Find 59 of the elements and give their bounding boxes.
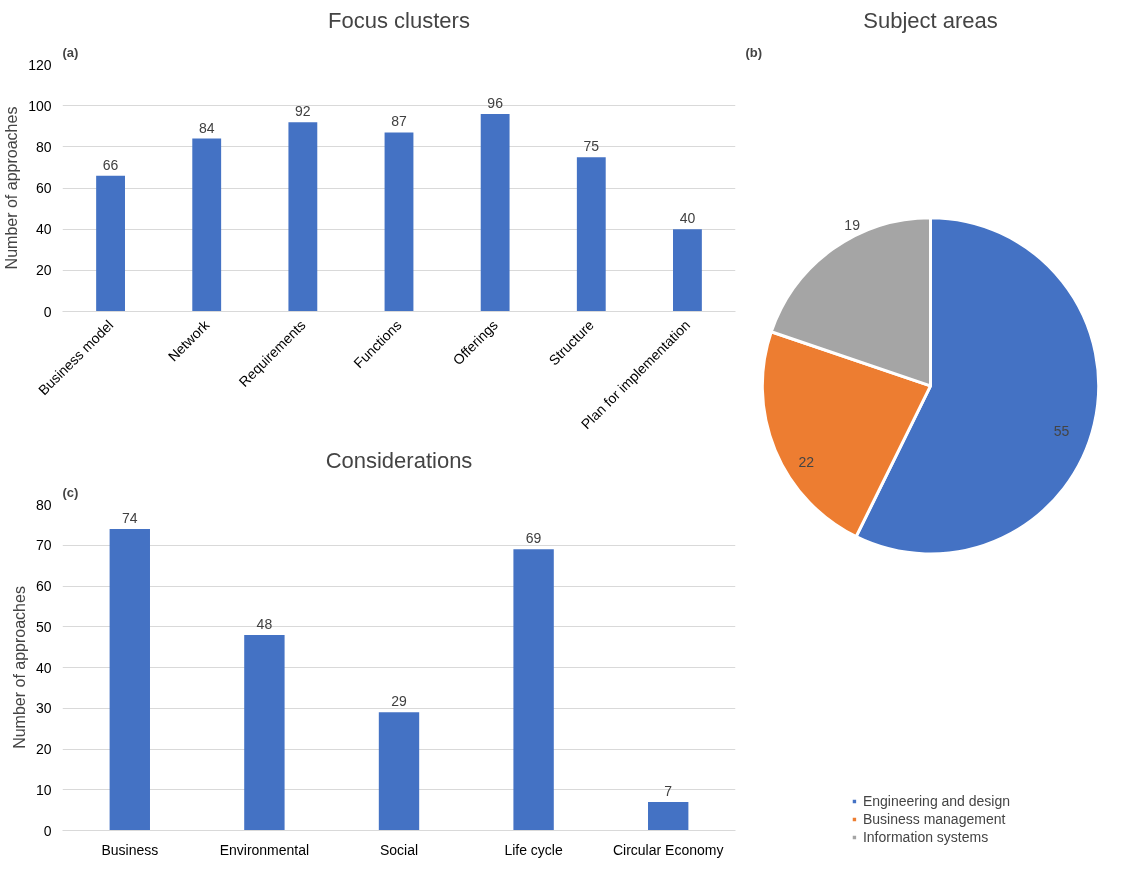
- y-tick-label: 40: [35, 659, 52, 676]
- bar: [244, 634, 285, 831]
- bar: [96, 175, 125, 312]
- data-label: 19: [844, 217, 861, 234]
- bar: [648, 801, 689, 831]
- data-label: 84: [198, 119, 215, 136]
- text: (a): [62, 44, 79, 60]
- data-label: 96: [487, 94, 504, 111]
- y-tick-label: 120: [28, 56, 52, 73]
- y-tick-label: 40: [35, 221, 52, 238]
- data-label: 48: [256, 615, 273, 632]
- bar: [378, 712, 420, 831]
- chart-title: Subject areas: [863, 7, 998, 33]
- x-tick-label: Environmental: [219, 841, 310, 858]
- text: (b): [745, 44, 763, 60]
- legend-label: Engineering and design: [862, 793, 1011, 809]
- data-label: 87: [391, 113, 407, 130]
- x-tick-label: Circular Economy: [612, 841, 724, 858]
- y-tick-label: 80: [35, 496, 52, 513]
- x-tick-label: Social: [379, 841, 419, 858]
- y-tick-label: 30: [35, 700, 52, 717]
- data-label: 74: [122, 509, 138, 526]
- x-tick-label: Business: [101, 841, 159, 858]
- chart-title: Considerations: [325, 447, 473, 473]
- y-axis-title: Number of approaches: [3, 106, 21, 270]
- y-tick-label: 60: [35, 578, 52, 594]
- y-tick-label: 0: [43, 822, 52, 839]
- y-tick-label: 50: [35, 618, 52, 635]
- legend-label: Business management: [862, 811, 1006, 827]
- data-label: 7: [664, 782, 673, 799]
- y-axis-title: Number of approaches: [10, 586, 28, 749]
- data-label: 40: [679, 210, 696, 227]
- y-tick-label: 20: [35, 262, 52, 279]
- data-label: 22: [798, 453, 815, 470]
- data-label: 75: [583, 138, 600, 155]
- chart-title: Focus clusters: [328, 7, 470, 33]
- x-tick-label: Life cycle: [504, 841, 563, 858]
- data-label: 55: [1053, 422, 1070, 439]
- bar: [192, 138, 222, 312]
- bar: [513, 549, 554, 831]
- y-tick-label: 70: [35, 537, 52, 554]
- data-label: 66: [102, 156, 119, 173]
- y-tick-label: 10: [35, 781, 52, 798]
- bar: [480, 113, 510, 312]
- y-tick-label: 60: [35, 180, 52, 196]
- legend-label: Information systems: [862, 829, 989, 845]
- data-label: 69: [525, 530, 542, 547]
- data-label: 29: [391, 693, 407, 710]
- bar: [673, 229, 702, 312]
- bar: [576, 157, 606, 312]
- text: (c): [62, 484, 79, 500]
- y-tick-label: 80: [35, 138, 52, 155]
- bar: [109, 528, 150, 831]
- y-tick-label: 0: [43, 303, 52, 320]
- y-tick-label: 100: [28, 97, 52, 114]
- bar: [384, 132, 414, 312]
- data-label: 92: [295, 103, 311, 120]
- y-tick-label: 20: [35, 741, 52, 757]
- bar: [288, 122, 318, 312]
